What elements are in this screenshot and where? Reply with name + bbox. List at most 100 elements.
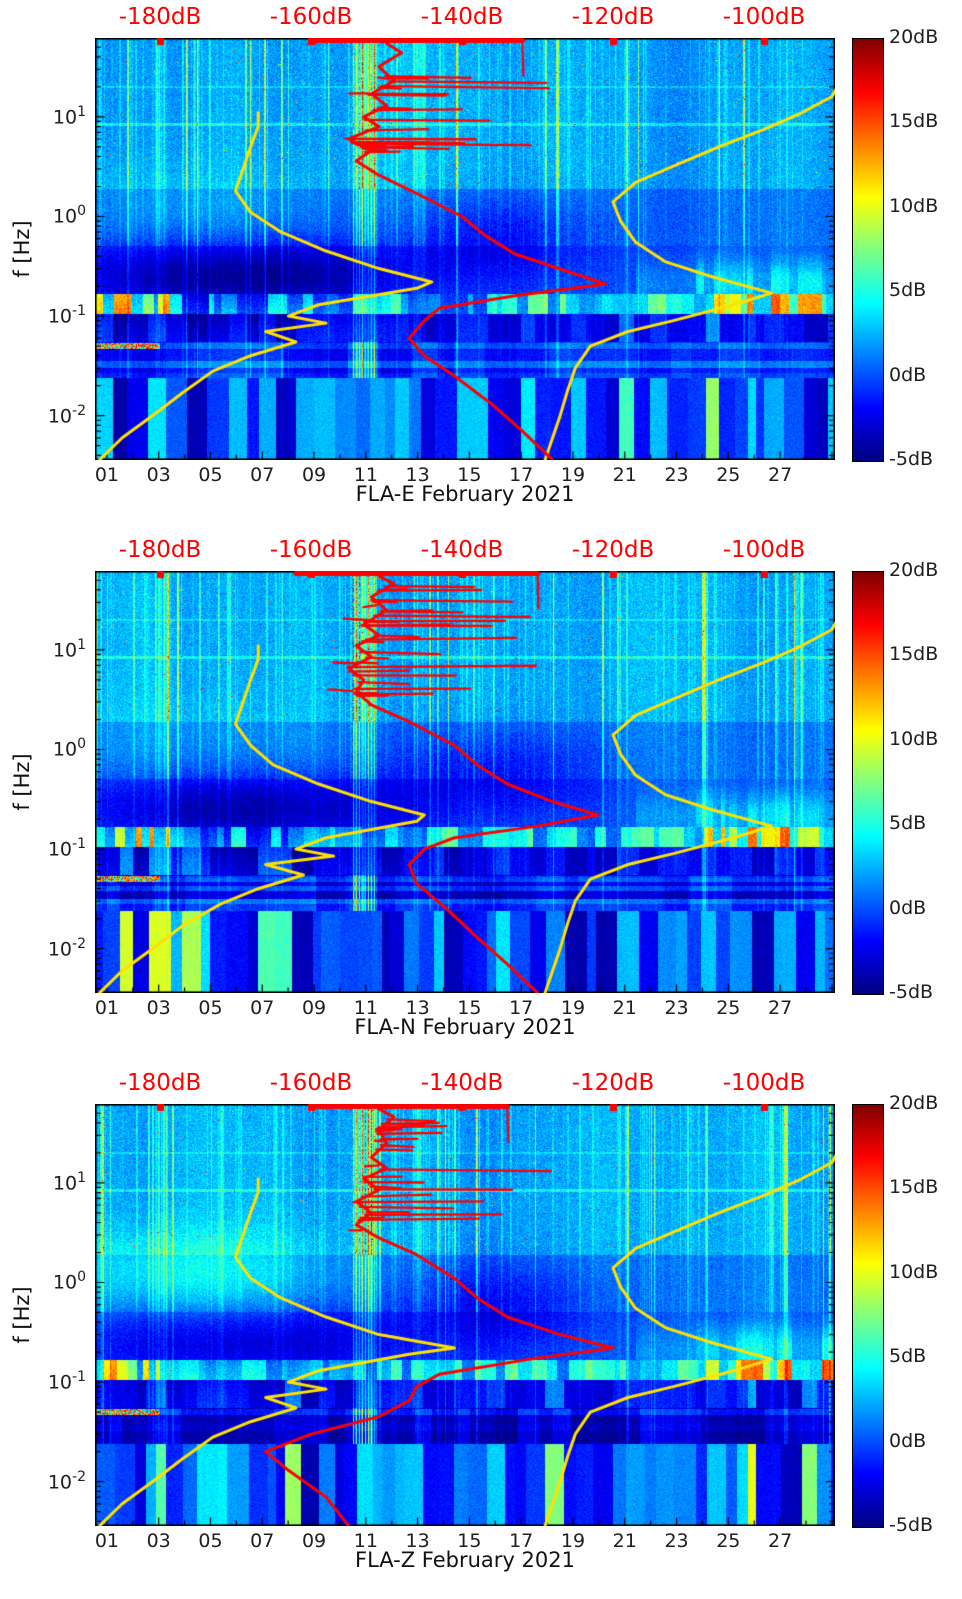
y-tick-exponent: 0 xyxy=(77,736,86,753)
y-tick-exponent: -2 xyxy=(72,402,86,419)
y-tick-base: 10 xyxy=(52,106,78,129)
x-tick-label: 19 xyxy=(560,997,586,1019)
y-tick-exponent: -2 xyxy=(72,935,86,952)
x-tick-label: 15 xyxy=(457,1530,482,1552)
x-tick-label: 25 xyxy=(716,997,741,1019)
top-axis-db-label: -160dB xyxy=(269,4,353,30)
x-tick-label: 27 xyxy=(768,997,793,1019)
x-tick-label: 19 xyxy=(560,1530,586,1552)
y-axis-title: f [Hz] xyxy=(10,1286,34,1344)
y-tick-base: 10 xyxy=(52,639,78,662)
colorbar-tick-label: 20dB xyxy=(889,26,939,48)
x-tick-label: 27 xyxy=(768,1530,793,1552)
panel-title: FLA-N February 2021 xyxy=(354,1015,576,1039)
colorbar-tick-label: -5dB xyxy=(889,448,934,470)
x-tick-label: 11 xyxy=(353,997,378,1019)
y-tick-base: 10 xyxy=(47,305,73,328)
colorbar-tick-label: 0dB xyxy=(889,896,927,919)
x-tick-label: 13 xyxy=(405,464,430,486)
x-tick-label: 03 xyxy=(146,1530,171,1552)
x-tick-label: 13 xyxy=(405,997,430,1019)
y-tick-exponent: 0 xyxy=(77,203,86,220)
colorbar-gradient xyxy=(852,1104,884,1528)
y-axis-title: f [Hz] xyxy=(10,753,34,811)
colorbar-tick-label: 0dB xyxy=(889,363,927,386)
x-tick-label: 03 xyxy=(146,464,171,486)
panel-title: FLA-E February 2021 xyxy=(355,482,575,506)
y-tick-label: 10-1 xyxy=(16,303,86,327)
y-tick-label: 10-1 xyxy=(16,1369,86,1393)
colorbar-tick-label: 20dB xyxy=(889,559,939,581)
x-tick-label: 25 xyxy=(716,1530,741,1552)
x-tick-label: 21 xyxy=(612,997,637,1019)
top-axis-db-label: -120dB xyxy=(571,537,655,563)
y-tick-label: 101 xyxy=(16,1170,86,1194)
y-tick-base: 10 xyxy=(52,738,78,761)
x-tick-label: 27 xyxy=(768,464,793,486)
x-tick-label: 25 xyxy=(716,464,741,486)
x-tick-label: 17 xyxy=(509,1530,534,1552)
top-axis-db-label: -140dB xyxy=(420,1070,504,1096)
y-tick-label: 10-2 xyxy=(16,936,86,960)
y-tick-exponent: -1 xyxy=(72,1369,86,1386)
y-tick-base: 10 xyxy=(47,838,73,861)
x-tick-label: 05 xyxy=(198,997,223,1019)
colorbar-tick-label: 10dB xyxy=(889,1260,939,1283)
x-tick-label: 07 xyxy=(250,464,275,486)
colorbar-tick-label: 5dB xyxy=(889,812,927,835)
colorbar-tick-label: 20dB xyxy=(889,1092,939,1114)
x-tick-label: 09 xyxy=(301,1530,327,1552)
colorbar-tick-label: 15dB xyxy=(889,643,939,666)
x-tick-label: 23 xyxy=(664,464,689,486)
y-tick-base: 10 xyxy=(47,405,73,427)
top-axis-db-label: -100dB xyxy=(722,1070,806,1096)
y-tick-base: 10 xyxy=(52,205,78,228)
x-tick-label: 23 xyxy=(664,1530,689,1552)
x-tick-label: 21 xyxy=(612,464,637,486)
y-tick-exponent: 0 xyxy=(77,1269,86,1286)
x-tick-label: 17 xyxy=(509,464,534,486)
y-tick-label: 100 xyxy=(16,1269,86,1293)
x-tick-label: 15 xyxy=(457,464,482,486)
y-tick-label: 10-2 xyxy=(16,1469,86,1493)
top-axis-db-label: -140dB xyxy=(420,4,504,30)
y-tick-base: 10 xyxy=(52,1172,78,1195)
y-axis-title: f [Hz] xyxy=(10,220,34,278)
colorbar-gradient xyxy=(852,571,884,995)
top-axis-db-label: -180dB xyxy=(118,1070,202,1096)
y-tick-base: 10 xyxy=(47,1471,73,1493)
colorbar-tick-label: 15dB xyxy=(889,1176,939,1199)
top-axis-db-label: -180dB xyxy=(118,537,202,563)
x-tick-label: 03 xyxy=(146,997,171,1019)
spectrogram-panel-1: -180dB -160dB -140dB -120dB -100dB 101 100 10-1… xyxy=(0,0,962,533)
x-tick-label: 11 xyxy=(353,1530,378,1552)
y-tick-label: 100 xyxy=(16,736,86,760)
x-tick-label: 01 xyxy=(94,997,119,1019)
top-axis-db-label: -160dB xyxy=(269,537,353,563)
x-tick-label: 17 xyxy=(509,997,534,1019)
colorbar-tick-label: 15dB xyxy=(889,110,939,133)
x-tick-label: 13 xyxy=(405,1530,430,1552)
top-axis-db-label: -100dB xyxy=(722,4,806,30)
spectrogram-canvas xyxy=(95,571,835,993)
colorbar-gradient xyxy=(852,38,884,462)
spectrogram-canvas xyxy=(95,38,835,460)
y-tick-exponent: -1 xyxy=(72,836,86,853)
y-tick-base: 10 xyxy=(52,1271,78,1294)
y-tick-base: 10 xyxy=(47,1371,73,1394)
colorbar-tick-label: 0dB xyxy=(889,1429,927,1452)
spectrogram-panel-2: -180dB -160dB -140dB -120dB -100dB 101 100 10-1… xyxy=(0,533,962,1066)
colorbar-tick-label: 5dB xyxy=(889,279,927,302)
x-tick-label: 01 xyxy=(94,1530,119,1552)
y-tick-label: 10-1 xyxy=(16,836,86,860)
y-tick-exponent: -2 xyxy=(72,1468,86,1485)
x-tick-label: 05 xyxy=(198,464,223,486)
y-tick-label: 101 xyxy=(16,104,86,128)
spectrogram-canvas xyxy=(95,1104,835,1526)
top-axis-db-label: -120dB xyxy=(571,1070,655,1096)
x-tick-label: 21 xyxy=(612,1530,637,1552)
y-tick-label: 100 xyxy=(16,203,86,227)
x-tick-label: 07 xyxy=(250,1530,275,1552)
top-axis-db-label: -120dB xyxy=(571,4,655,30)
